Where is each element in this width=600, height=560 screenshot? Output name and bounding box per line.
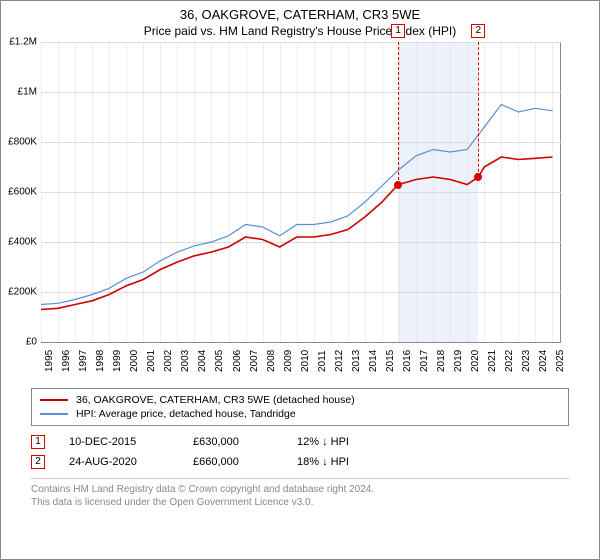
- x-tick-label: 2019: [453, 350, 464, 372]
- footer: Contains HM Land Registry data © Crown c…: [31, 478, 569, 509]
- transaction-marker-id: 1: [31, 435, 45, 449]
- legend-row: 36, OAKGROVE, CATERHAM, CR3 5WE (detache…: [40, 393, 560, 407]
- x-tick-label: 2004: [197, 350, 208, 372]
- x-tick-label: 1995: [44, 350, 55, 372]
- legend-swatch: [40, 413, 68, 415]
- x-tick-label: 2009: [283, 350, 294, 372]
- y-tick-label: £0: [26, 337, 37, 348]
- x-tick-label: 2010: [300, 350, 311, 372]
- marker-dot: [474, 173, 482, 181]
- x-tick-label: 2005: [214, 350, 225, 372]
- y-tick-label: £1.2M: [9, 37, 37, 48]
- footer-line-2: This data is licensed under the Open Gov…: [31, 496, 569, 509]
- line-layer: [41, 42, 561, 342]
- x-tick-label: 2021: [487, 350, 498, 372]
- x-tick-label: 1998: [95, 350, 106, 372]
- x-tick-label: 2020: [470, 350, 481, 372]
- legend-swatch: [40, 399, 68, 401]
- y-tick-label: £400K: [8, 237, 37, 248]
- legend: 36, OAKGROVE, CATERHAM, CR3 5WE (detache…: [31, 388, 569, 426]
- y-axis: £0£200K£400K£600K£800K£1M£1.2M: [1, 42, 41, 382]
- x-tick-label: 2013: [351, 350, 362, 372]
- legend-label: HPI: Average price, detached house, Tand…: [76, 408, 296, 420]
- x-tick-label: 1996: [61, 350, 72, 372]
- transaction-marker-id: 2: [31, 455, 45, 469]
- x-tick-label: 2018: [436, 350, 447, 372]
- transaction-delta: 12% ↓ HPI: [297, 436, 387, 448]
- x-tick-label: 1999: [112, 350, 123, 372]
- transaction-delta: 18% ↓ HPI: [297, 456, 387, 468]
- transaction-row: 1 10-DEC-2015 £630,000 12% ↓ HPI: [31, 432, 569, 452]
- y-tick-label: £600K: [8, 187, 37, 198]
- marker-box: 1: [391, 24, 405, 38]
- x-tick-label: 2017: [419, 350, 430, 372]
- transaction-price: £630,000: [193, 436, 273, 448]
- x-tick-label: 2015: [385, 350, 396, 372]
- legend-label: 36, OAKGROVE, CATERHAM, CR3 5WE (detache…: [76, 394, 355, 406]
- marker-dot: [394, 181, 402, 189]
- x-tick-label: 2022: [504, 350, 515, 372]
- y-tick-label: £1M: [18, 87, 37, 98]
- x-tick-label: 2012: [334, 350, 345, 372]
- x-tick-label: 2008: [266, 350, 277, 372]
- x-axis: 1995 1996 1997 1998 1999 2000 2001 2002 2003 2004…: [41, 342, 561, 382]
- marker-box: 2: [471, 24, 485, 38]
- marker-line: [478, 42, 479, 177]
- series-hpi: [41, 105, 553, 305]
- legend-row: HPI: Average price, detached house, Tand…: [40, 407, 560, 421]
- x-tick-label: 2016: [402, 350, 413, 372]
- x-tick-label: 2011: [317, 350, 328, 372]
- footer-line-1: Contains HM Land Registry data © Crown c…: [31, 483, 569, 496]
- transaction-date: 24-AUG-2020: [69, 456, 169, 468]
- x-tick-label: 2014: [368, 350, 379, 372]
- x-tick-label: 2001: [146, 350, 157, 372]
- chart-subtitle: Price paid vs. HM Land Registry's House …: [1, 22, 599, 42]
- x-tick-label: 2003: [180, 350, 191, 372]
- transaction-date: 10-DEC-2015: [69, 436, 169, 448]
- x-tick-label: 2006: [232, 350, 243, 372]
- x-tick-label: 2023: [521, 350, 532, 372]
- transaction-table: 1 10-DEC-2015 £630,000 12% ↓ HPI 2 24-AUG-202…: [31, 432, 569, 472]
- transaction-price: £660,000: [193, 456, 273, 468]
- chart-title: 36, OAKGROVE, CATERHAM, CR3 5WE: [1, 1, 599, 22]
- marker-line: [398, 42, 399, 185]
- x-tick-label: 2007: [249, 350, 260, 372]
- y-tick-label: £200K: [8, 287, 37, 298]
- transaction-row: 2 24-AUG-2020 £660,000 18% ↓ HPI: [31, 452, 569, 472]
- plot-area: 12: [41, 42, 561, 342]
- chart-container: 36, OAKGROVE, CATERHAM, CR3 5WE Price pa…: [0, 0, 600, 560]
- x-tick-label: 2000: [129, 350, 140, 372]
- x-tick-label: 2024: [538, 350, 549, 372]
- x-tick-label: 1997: [78, 350, 89, 372]
- y-tick-label: £800K: [8, 137, 37, 148]
- x-tick-label: 2002: [163, 350, 174, 372]
- x-tick-label: 2025: [555, 350, 566, 372]
- chart-area: £0£200K£400K£600K£800K£1M£1.2M 12 199519…: [41, 42, 600, 382]
